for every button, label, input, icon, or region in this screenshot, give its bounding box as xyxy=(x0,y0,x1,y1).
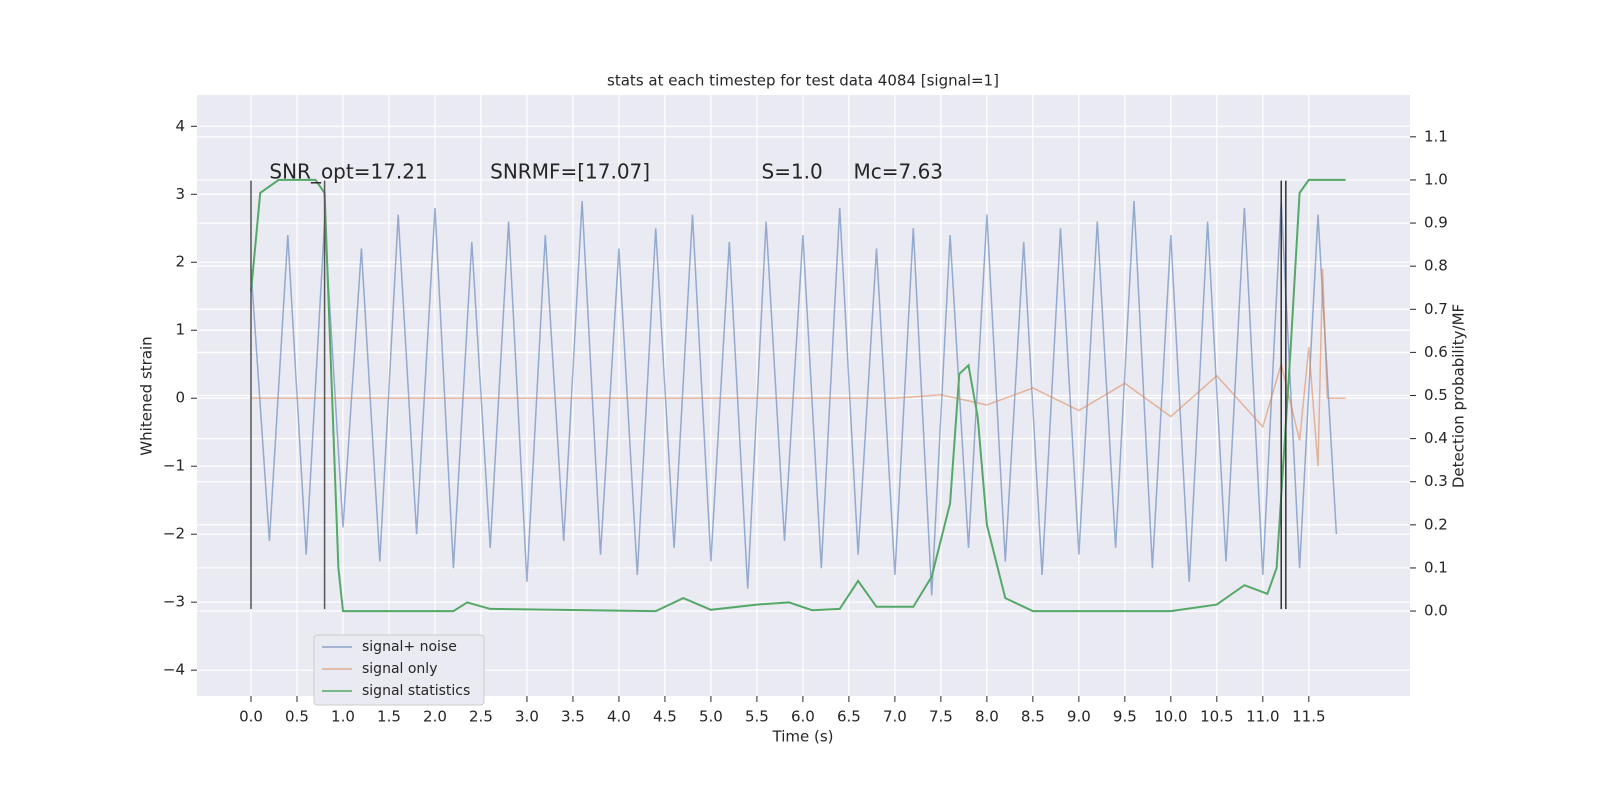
x-tick-label: 1.0 xyxy=(331,708,355,726)
y2-tick-label: 0.6 xyxy=(1424,343,1448,361)
y-tick-label: 4 xyxy=(175,117,185,135)
y2-tick-label: 0.2 xyxy=(1424,515,1448,533)
y2-tick-label: 0.8 xyxy=(1424,257,1448,275)
y-tick-label: −4 xyxy=(163,661,185,679)
y-tick-label: 0 xyxy=(175,389,185,407)
x-tick-label: 8.5 xyxy=(1021,708,1045,726)
x-tick-label: 4.0 xyxy=(607,708,631,726)
y2-tick-label: 1.0 xyxy=(1424,170,1448,188)
x-tick-label: 9.5 xyxy=(1113,708,1137,726)
y2-tick-label: 0.7 xyxy=(1424,300,1448,318)
y-tick-label: 2 xyxy=(175,253,185,271)
legend-label: signal statistics xyxy=(362,683,470,699)
x-tick-label: 6.5 xyxy=(837,708,861,726)
y2-tick-label: 0.5 xyxy=(1424,386,1448,404)
y2-tick-label: 1.1 xyxy=(1424,127,1448,145)
x-tick-label: 6.0 xyxy=(791,708,815,726)
series-line xyxy=(250,178,1346,613)
series-line xyxy=(250,201,1338,596)
legend-label: signal only xyxy=(362,661,437,677)
legend-box xyxy=(313,634,485,706)
y-tick-label: 1 xyxy=(175,321,185,339)
annotation: SNR_opt=17.21 xyxy=(269,160,427,184)
annotation: Mc=7.63 xyxy=(853,160,943,184)
x-tick-label: 1.5 xyxy=(377,708,401,726)
y-tick-label: −3 xyxy=(163,593,185,611)
chart-title: stats at each timestep for test data 408… xyxy=(607,72,999,90)
y-tick-label: 3 xyxy=(175,185,185,203)
x-tick-label: 7.5 xyxy=(929,708,953,726)
x-tick-label: 0.5 xyxy=(285,708,309,726)
x-tick-label: 10.5 xyxy=(1200,708,1233,726)
y2-tick-label: 0.0 xyxy=(1424,602,1448,620)
x-tick-label: 8.0 xyxy=(975,708,999,726)
x-tick-label: 11.5 xyxy=(1292,708,1325,726)
x-tick-label: 10.0 xyxy=(1154,708,1187,726)
y2-axis-label: Detection probability/MF xyxy=(1450,304,1468,488)
legend: signal+ noise signal only signal statistic… xyxy=(313,634,485,706)
x-tick-label: 5.0 xyxy=(699,708,723,726)
y2-tick-label: 0.9 xyxy=(1424,214,1448,232)
x-tick-label: 5.5 xyxy=(745,708,769,726)
annotation: SNRMF=[17.07] xyxy=(490,160,650,184)
x-tick-label: 3.0 xyxy=(515,708,539,726)
annotation: S=1.0 xyxy=(762,160,823,184)
x-tick-label: 0.0 xyxy=(239,708,263,726)
x-tick-label: 4.5 xyxy=(653,708,677,726)
y-axis-label: Whitened strain xyxy=(138,336,156,455)
y-tick-label: −1 xyxy=(163,457,185,475)
y2-tick-label: 0.3 xyxy=(1424,472,1448,490)
x-tick-label: 2.5 xyxy=(469,708,493,726)
x-tick-label: 3.5 xyxy=(561,708,585,726)
x-tick-label: 9.0 xyxy=(1067,708,1091,726)
y-tick-label: −2 xyxy=(163,525,185,543)
y2-tick-label: 0.1 xyxy=(1424,558,1448,576)
x-tick-label: 2.0 xyxy=(423,708,447,726)
legend-label: signal+ noise xyxy=(362,639,457,655)
x-tick-label: 7.0 xyxy=(883,708,907,726)
series-line xyxy=(251,268,1346,467)
y2-tick-label: 0.4 xyxy=(1424,429,1448,447)
x-axis-label: Time (s) xyxy=(772,728,834,746)
x-tick-label: 11.0 xyxy=(1246,708,1279,726)
